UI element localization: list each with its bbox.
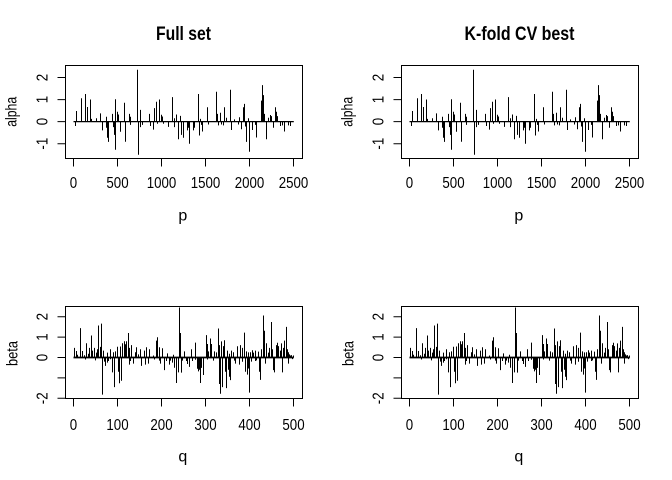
svg-text:0: 0 xyxy=(406,417,413,434)
svg-text:1500: 1500 xyxy=(527,175,557,192)
svg-text:1500: 1500 xyxy=(191,175,221,192)
svg-text:2500: 2500 xyxy=(615,175,645,192)
svg-text:1: 1 xyxy=(371,96,388,103)
svg-text:beta: beta xyxy=(341,341,358,366)
svg-text:1: 1 xyxy=(35,333,52,340)
svg-text:500: 500 xyxy=(282,417,304,434)
svg-text:0: 0 xyxy=(70,417,77,434)
svg-text:1000: 1000 xyxy=(483,175,513,192)
svg-text:q: q xyxy=(178,449,187,466)
svg-text:p: p xyxy=(178,208,187,225)
svg-text:2000: 2000 xyxy=(235,175,265,192)
svg-text:200: 200 xyxy=(486,417,508,434)
svg-text:500: 500 xyxy=(442,175,464,192)
svg-text:2: 2 xyxy=(371,74,388,81)
svg-text:0: 0 xyxy=(406,175,413,192)
svg-text:300: 300 xyxy=(194,417,216,434)
svg-text:0: 0 xyxy=(70,175,77,192)
svg-text:-1: -1 xyxy=(371,138,388,150)
svg-text:-1: -1 xyxy=(35,138,52,150)
svg-text:300: 300 xyxy=(530,417,552,434)
svg-text:Full set: Full set xyxy=(156,23,211,45)
svg-text:beta: beta xyxy=(5,341,22,366)
svg-text:2000: 2000 xyxy=(571,175,601,192)
svg-text:400: 400 xyxy=(574,417,596,434)
svg-text:0: 0 xyxy=(35,354,52,361)
svg-text:p: p xyxy=(514,208,523,225)
svg-text:500: 500 xyxy=(106,175,128,192)
svg-text:1000: 1000 xyxy=(147,175,177,192)
svg-text:2500: 2500 xyxy=(279,175,309,192)
svg-text:100: 100 xyxy=(442,417,464,434)
svg-text:alpha: alpha xyxy=(4,97,21,127)
svg-text:200: 200 xyxy=(150,417,172,434)
svg-text:2: 2 xyxy=(371,313,388,320)
svg-text:0: 0 xyxy=(35,118,52,125)
svg-text:400: 400 xyxy=(238,417,260,434)
svg-text:0: 0 xyxy=(371,118,388,125)
svg-text:1: 1 xyxy=(35,96,52,103)
svg-text:K-fold CV best: K-fold CV best xyxy=(465,23,575,45)
svg-text:2: 2 xyxy=(35,313,52,320)
svg-text:-2: -2 xyxy=(371,392,388,404)
svg-text:alpha: alpha xyxy=(340,97,357,127)
svg-text:100: 100 xyxy=(106,417,128,434)
svg-text:q: q xyxy=(514,449,523,466)
svg-text:-2: -2 xyxy=(35,392,52,404)
svg-text:1: 1 xyxy=(371,333,388,340)
svg-text:2: 2 xyxy=(35,74,52,81)
svg-text:0: 0 xyxy=(371,354,388,361)
svg-text:500: 500 xyxy=(618,417,640,434)
